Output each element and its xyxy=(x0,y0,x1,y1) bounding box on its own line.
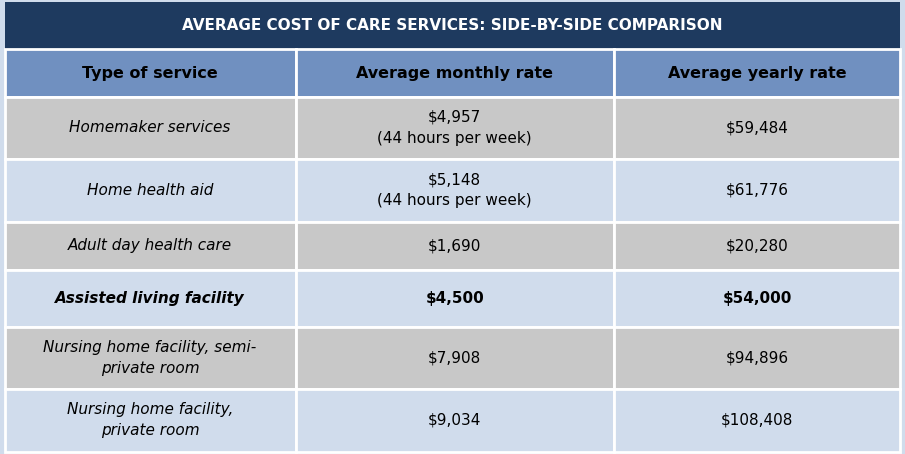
Text: Type of service: Type of service xyxy=(82,65,218,80)
Bar xyxy=(296,159,614,222)
Text: $9,034: $9,034 xyxy=(428,413,481,428)
Bar xyxy=(5,389,296,452)
Text: $5,148
(44 hours per week): $5,148 (44 hours per week) xyxy=(377,173,532,208)
Bar xyxy=(5,159,296,222)
Text: $20,280: $20,280 xyxy=(726,238,788,253)
Bar xyxy=(5,97,296,159)
Text: Average yearly rate: Average yearly rate xyxy=(668,65,846,80)
Bar xyxy=(5,2,900,49)
Bar xyxy=(296,222,614,270)
Text: Homemaker services: Homemaker services xyxy=(70,120,231,135)
Bar xyxy=(5,270,296,326)
Bar xyxy=(296,270,614,326)
Text: $4,500: $4,500 xyxy=(425,291,484,306)
Text: $1,690: $1,690 xyxy=(428,238,481,253)
Text: $94,896: $94,896 xyxy=(726,350,788,365)
Bar xyxy=(5,222,296,270)
Text: Assisted living facility: Assisted living facility xyxy=(55,291,245,306)
Bar xyxy=(614,222,900,270)
Text: $54,000: $54,000 xyxy=(722,291,792,306)
Text: $7,908: $7,908 xyxy=(428,350,481,365)
Bar xyxy=(614,326,900,389)
Text: Nursing home facility, semi-
private room: Nursing home facility, semi- private roo… xyxy=(43,340,257,376)
Bar xyxy=(614,97,900,159)
Text: Average monthly rate: Average monthly rate xyxy=(357,65,553,80)
Text: $59,484: $59,484 xyxy=(726,120,788,135)
Text: $4,957
(44 hours per week): $4,957 (44 hours per week) xyxy=(377,110,532,146)
Bar xyxy=(5,49,296,97)
Text: Nursing home facility,
private room: Nursing home facility, private room xyxy=(67,402,233,439)
Bar xyxy=(296,49,614,97)
Bar xyxy=(296,326,614,389)
Bar xyxy=(296,389,614,452)
Text: $61,776: $61,776 xyxy=(726,183,788,198)
Text: AVERAGE COST OF CARE SERVICES: SIDE-BY-SIDE COMPARISON: AVERAGE COST OF CARE SERVICES: SIDE-BY-S… xyxy=(182,18,723,33)
Bar xyxy=(614,389,900,452)
Bar xyxy=(296,97,614,159)
Bar xyxy=(5,326,296,389)
Bar xyxy=(614,159,900,222)
Bar xyxy=(614,270,900,326)
Text: Adult day health care: Adult day health care xyxy=(68,238,233,253)
Bar xyxy=(614,49,900,97)
Text: Home health aid: Home health aid xyxy=(87,183,214,198)
Text: $108,408: $108,408 xyxy=(721,413,794,428)
